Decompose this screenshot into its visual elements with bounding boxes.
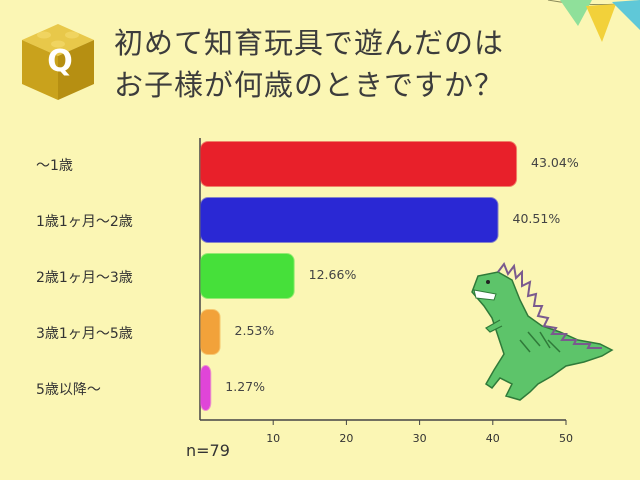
category-label: 2歳1ヶ月～3歳 <box>36 270 133 286</box>
bunting-decoration <box>547 0 640 42</box>
dinosaur-illustration <box>471 261 614 401</box>
x-tick-label: 40 <box>485 432 500 445</box>
value-label: 40.51% <box>512 211 561 226</box>
value-label: 1.27% <box>225 379 265 394</box>
bar-4 <box>200 309 221 355</box>
category-label: ～1歳 <box>36 158 73 174</box>
bar-2 <box>200 197 499 243</box>
x-tick-label: 30 <box>412 432 427 445</box>
value-label: 43.04% <box>531 155 579 170</box>
badge-letter: Q <box>47 44 73 79</box>
title-line-2: お子様が何歳のときですか？ <box>114 68 505 102</box>
bar-5 <box>200 365 212 411</box>
category-label: 3歳1ヶ月～5歳 <box>36 326 133 342</box>
x-tick-label: 20 <box>339 432 354 445</box>
x-tick-label: 10 <box>266 432 281 445</box>
sample-size-label: n=79 <box>186 441 230 460</box>
category-label: 1歳1ヶ月～2歳 <box>36 214 133 230</box>
title-line-1: 初めて知育玩具で遊んだのは <box>114 26 505 60</box>
value-label: 2.53% <box>234 323 275 338</box>
category-label: 5歳以降～ <box>36 382 101 398</box>
bar-3 <box>200 253 295 299</box>
value-label: 12.66% <box>308 267 357 282</box>
question-badge-icon <box>22 24 94 100</box>
bar-1 <box>200 141 518 187</box>
x-tick-label: 50 <box>559 432 573 445</box>
